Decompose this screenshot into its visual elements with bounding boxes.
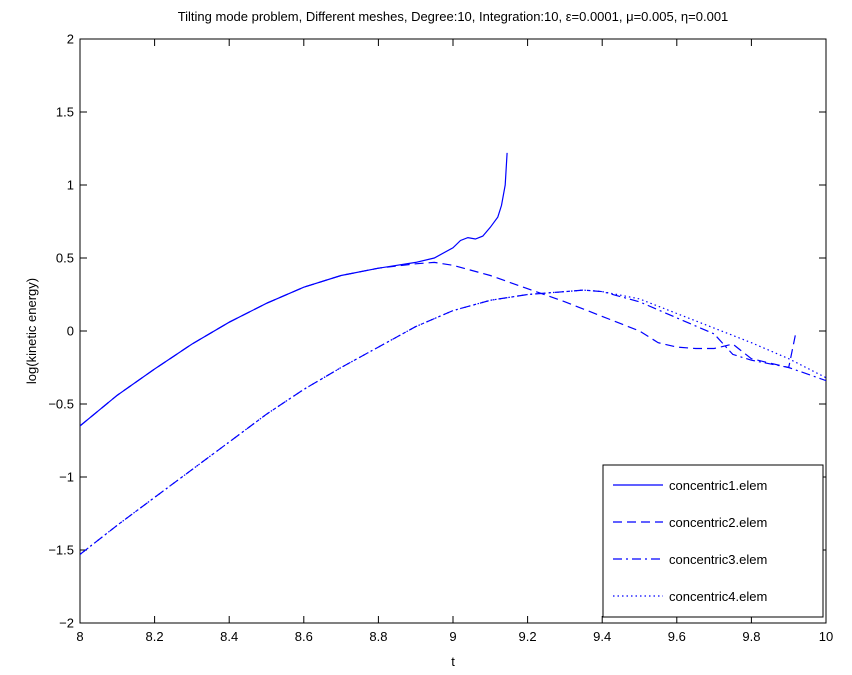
x-tick-label: 9.4 [593, 629, 611, 644]
y-tick-label: −2 [59, 616, 74, 631]
series-line-1 [80, 152, 508, 427]
y-tick-label: 0 [67, 324, 74, 339]
x-tick-label: 9.2 [519, 629, 537, 644]
series-line-2 [80, 261, 797, 427]
legend-label: concentric3.elem [669, 552, 767, 567]
x-tick-label: 8 [76, 629, 83, 644]
legend-label: concentric2.elem [669, 515, 767, 530]
legend: concentric1.elem concentric2.elem concentr… [602, 464, 824, 618]
legend-label: concentric4.elem [669, 589, 767, 604]
y-tick-label: 1.5 [56, 105, 74, 120]
x-tick-label: 8.6 [295, 629, 313, 644]
x-tick-label: 9.6 [668, 629, 686, 644]
y-tick-label: 2 [67, 32, 74, 47]
y-tick-label: −1 [59, 470, 74, 485]
x-tick-label: 9.8 [742, 629, 760, 644]
x-tick-label: 8.2 [146, 629, 164, 644]
plot-area: 8 8.2 8.4 8.6 8.8 9 9.2 9.4 9.6 9.8 10 2 1.5 1 0.5 0 −0.… [48, 32, 833, 645]
y-axis-label: log(kinetic energy) [24, 278, 39, 384]
x-tick-label: 8.4 [220, 629, 238, 644]
chart-title: Tilting mode problem, Different meshes, … [178, 9, 729, 24]
y-tick-label: −1.5 [48, 543, 74, 558]
legend-label: concentric1.elem [669, 478, 767, 493]
legend-box [602, 464, 824, 618]
y-tick-label: 1 [67, 178, 74, 193]
x-tick-label: 10 [819, 629, 833, 644]
y-tick-label: 0.5 [56, 251, 74, 266]
y-tick-label: −0.5 [48, 397, 74, 412]
x-tick-label: 9 [449, 629, 456, 644]
x-axis-label: t [451, 654, 455, 669]
x-tick-label: 8.8 [369, 629, 387, 644]
